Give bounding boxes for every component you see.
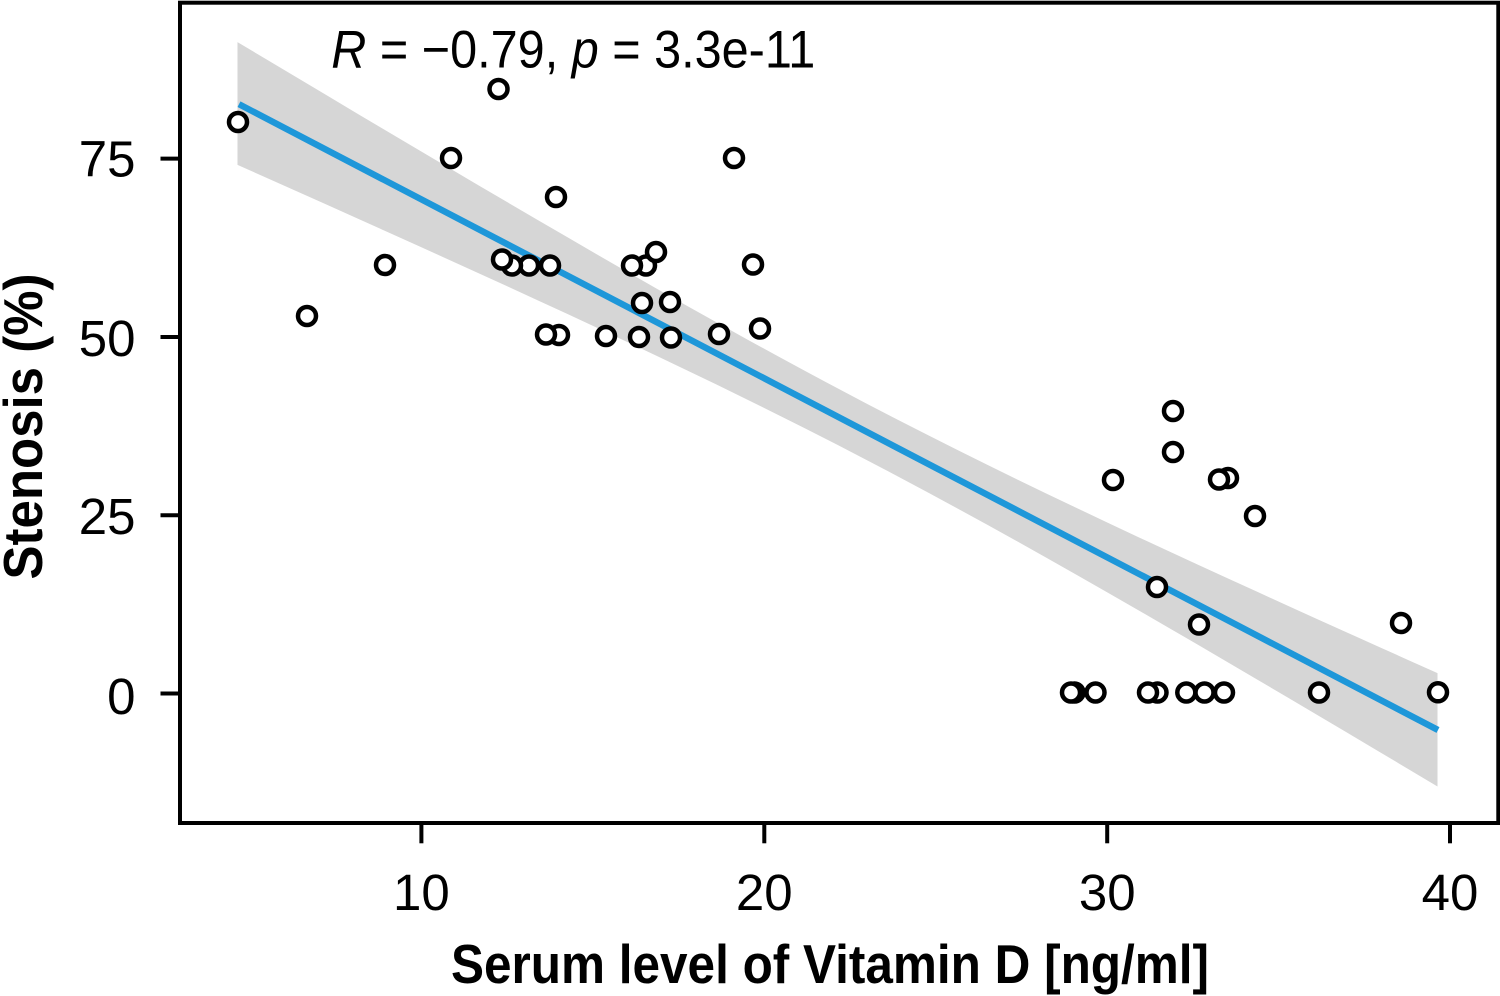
svg-text:Stenosis (%): Stenosis (%) [0,274,54,580]
svg-text:20: 20 [736,864,793,921]
svg-text:25: 25 [79,488,136,545]
svg-text:R = −0.79, p = 3.3e-11: R = −0.79, p = 3.3e-11 [331,21,815,80]
svg-text:30: 30 [1079,864,1136,921]
svg-text:0: 0 [107,668,135,725]
svg-text:75: 75 [79,131,136,188]
svg-text:50: 50 [79,310,136,367]
svg-text:40: 40 [1422,864,1479,921]
svg-text:Serum level of Vitamin D [ng/m: Serum level of Vitamin D [ng/ml] [451,933,1209,995]
svg-text:10: 10 [393,864,450,921]
